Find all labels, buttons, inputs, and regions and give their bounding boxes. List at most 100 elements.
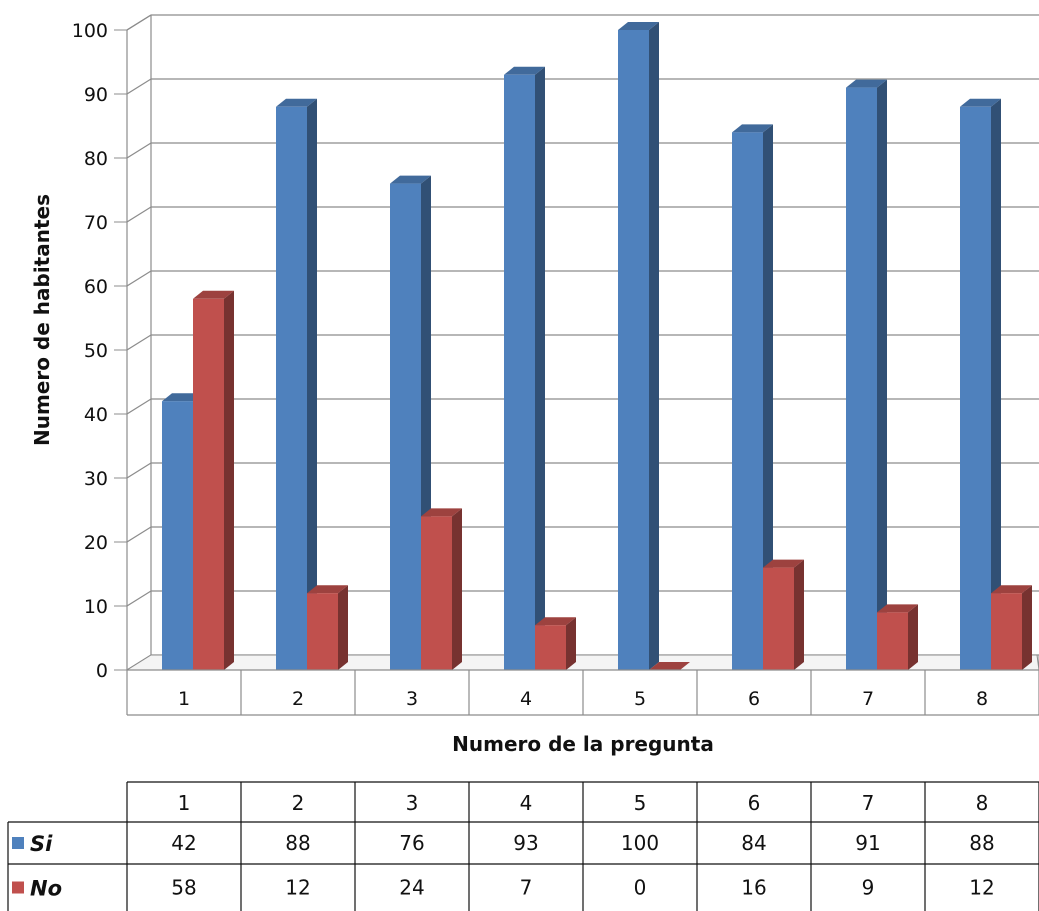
table-cell-no-3: 24: [399, 876, 424, 900]
x-tick-label-4: 4: [520, 688, 532, 710]
bar-top: [535, 617, 576, 626]
bar-front: [763, 567, 794, 670]
gridline-side-2: [126, 526, 152, 543]
table-cell-no-7: 9: [862, 876, 875, 900]
gridline-side-4: [126, 398, 152, 415]
x-tick-label-8: 8: [976, 688, 988, 710]
x-tick-label-5: 5: [634, 688, 646, 710]
bar-front: [618, 30, 649, 670]
x-tick-label-3: 3: [406, 688, 418, 710]
y-tick-label-5: 50: [84, 340, 108, 362]
bar-no-6: [763, 559, 804, 670]
table-header-6: 6: [748, 791, 761, 815]
bar-no-4: [535, 617, 576, 670]
gridline-side-5: [126, 334, 152, 351]
table-cell-no-8: 12: [969, 876, 994, 900]
bar-si-2: [276, 98, 317, 671]
table-cell-si-8: 88: [969, 831, 994, 855]
y-tick-labels: 0 10 20 30 40 50 60 70 80 90 100: [72, 20, 127, 682]
table-cell-si-1: 42: [171, 831, 196, 855]
gridline-side-6: [126, 270, 152, 287]
bar-front: [421, 516, 452, 670]
y-tick-label-3: 30: [84, 468, 108, 490]
bar-si-8: [960, 98, 1001, 671]
gridline-side-1: [126, 590, 152, 607]
table-cell-si-2: 88: [285, 831, 310, 855]
bar-top: [991, 585, 1032, 594]
gridline-side-9: [126, 78, 152, 95]
x-tick-label-7: 7: [862, 688, 874, 710]
bar-top: [732, 124, 773, 133]
table-cell-si-3: 76: [399, 831, 424, 855]
bar-front: [193, 298, 224, 670]
bar-front: [960, 106, 991, 671]
bar-no-8: [991, 585, 1032, 670]
bar-top: [763, 559, 804, 568]
bar-no-3: [421, 508, 462, 670]
gridline-side-8: [126, 142, 152, 159]
y-tick-label-7: 70: [84, 212, 108, 234]
bar-top: [960, 98, 1001, 107]
bar-side: [452, 508, 462, 670]
bar-side: [908, 604, 918, 670]
table-cell-si-7: 91: [855, 831, 880, 855]
table-cell-no-2: 12: [285, 876, 310, 900]
bar-front: [732, 132, 763, 670]
bar-top: [846, 79, 887, 88]
bar-side: [307, 98, 317, 671]
x-axis-title: Numero de la pregunta: [452, 732, 714, 756]
bar-front: [276, 106, 307, 671]
bar-side: [763, 124, 773, 670]
y-tick-label-9: 90: [84, 84, 108, 106]
y-tick-label-8: 80: [84, 148, 108, 170]
table-header-7: 7: [862, 791, 875, 815]
bar-top: [276, 98, 317, 107]
bar-si-6: [732, 124, 773, 670]
x-axis-category-box: 1 2 3 4 5 6 7 8: [126, 654, 1039, 716]
bar-no-5: [649, 662, 690, 670]
gridlines: [125, 14, 1039, 671]
bar-top: [390, 175, 431, 184]
bar-side: [566, 617, 576, 670]
legend-label-si: Si: [30, 832, 53, 856]
bar-si-5: [618, 22, 659, 670]
bar-side: [1022, 585, 1032, 670]
y-tick-label-0: 0: [96, 660, 108, 682]
bar-top: [162, 393, 203, 402]
bar-top: [193, 290, 234, 299]
y-tick-label-1: 10: [84, 596, 108, 618]
y-tick-label-6: 60: [84, 276, 108, 298]
bar-no-7: [877, 604, 918, 670]
bar-side: [794, 559, 804, 670]
bar-front: [846, 87, 877, 671]
bar-no-2: [307, 585, 348, 670]
x-tick-label-1: 1: [178, 688, 190, 710]
bar-front: [504, 74, 535, 671]
gridline-side-7: [126, 206, 152, 223]
table-cell-no-6: 16: [741, 876, 766, 900]
legend-swatch-no: [12, 881, 24, 894]
legend-swatch-si: [12, 837, 24, 849]
table-header-2: 2: [292, 791, 305, 815]
bar-si-4: [504, 66, 545, 671]
bar-si-7: [846, 79, 887, 671]
bar-side: [338, 585, 348, 670]
bar-front: [535, 625, 566, 670]
bar-side: [649, 22, 659, 670]
table-header-8: 8: [976, 791, 989, 815]
bar-front: [991, 593, 1022, 670]
bar-side: [991, 98, 1001, 671]
table-cell-no-5: 0: [634, 876, 647, 900]
bar-top: [421, 508, 462, 517]
y-tick-label-10: 100: [72, 20, 108, 42]
bar-front: [307, 593, 338, 670]
bar-side: [877, 79, 887, 671]
bar-front: [162, 401, 193, 670]
y-axis-title: Numero de habitantes: [30, 194, 54, 446]
bar-no-1: [193, 290, 234, 670]
table-header-5: 5: [634, 791, 647, 815]
gridline-side-10: [126, 14, 152, 31]
bar-side: [224, 290, 234, 670]
